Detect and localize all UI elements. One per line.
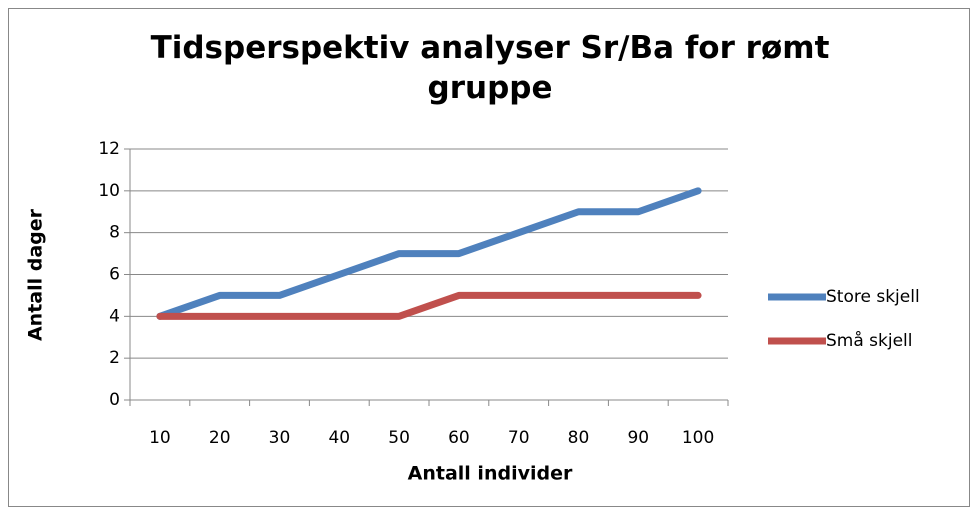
y-tick-label: 6 xyxy=(109,265,120,285)
x-tick-label: 70 xyxy=(508,428,530,448)
chart-border xyxy=(8,8,970,507)
y-tick-label: 10 xyxy=(98,181,120,201)
y-tick-label: 12 xyxy=(98,139,120,159)
y-tick-label: 4 xyxy=(109,306,120,326)
x-tick-label: 50 xyxy=(388,428,410,448)
y-axis-label: Antall dager xyxy=(25,208,47,341)
x-tick-label: 80 xyxy=(568,428,590,448)
series-line xyxy=(156,291,702,320)
legend-label: Små skjell xyxy=(826,330,913,351)
x-tick-label: 30 xyxy=(269,428,291,448)
y-tick-label: 2 xyxy=(109,348,120,368)
y-tick-label: 8 xyxy=(109,223,120,243)
x-axis-label: Antall individer xyxy=(408,463,573,485)
chart-title: Tidsperspektiv analyser Sr/Ba for rømt g… xyxy=(150,30,830,106)
series-line xyxy=(156,187,702,320)
x-tick-label: 100 xyxy=(682,428,714,448)
x-tick-label: 60 xyxy=(448,428,470,448)
x-tick-label: 10 xyxy=(149,428,171,448)
y-tick-label: 0 xyxy=(109,390,120,410)
legend-label: Store skjell xyxy=(826,287,920,307)
x-tick-label: 90 xyxy=(627,428,649,448)
x-tick-label: 20 xyxy=(209,428,231,448)
x-tick-label: 40 xyxy=(328,428,350,448)
